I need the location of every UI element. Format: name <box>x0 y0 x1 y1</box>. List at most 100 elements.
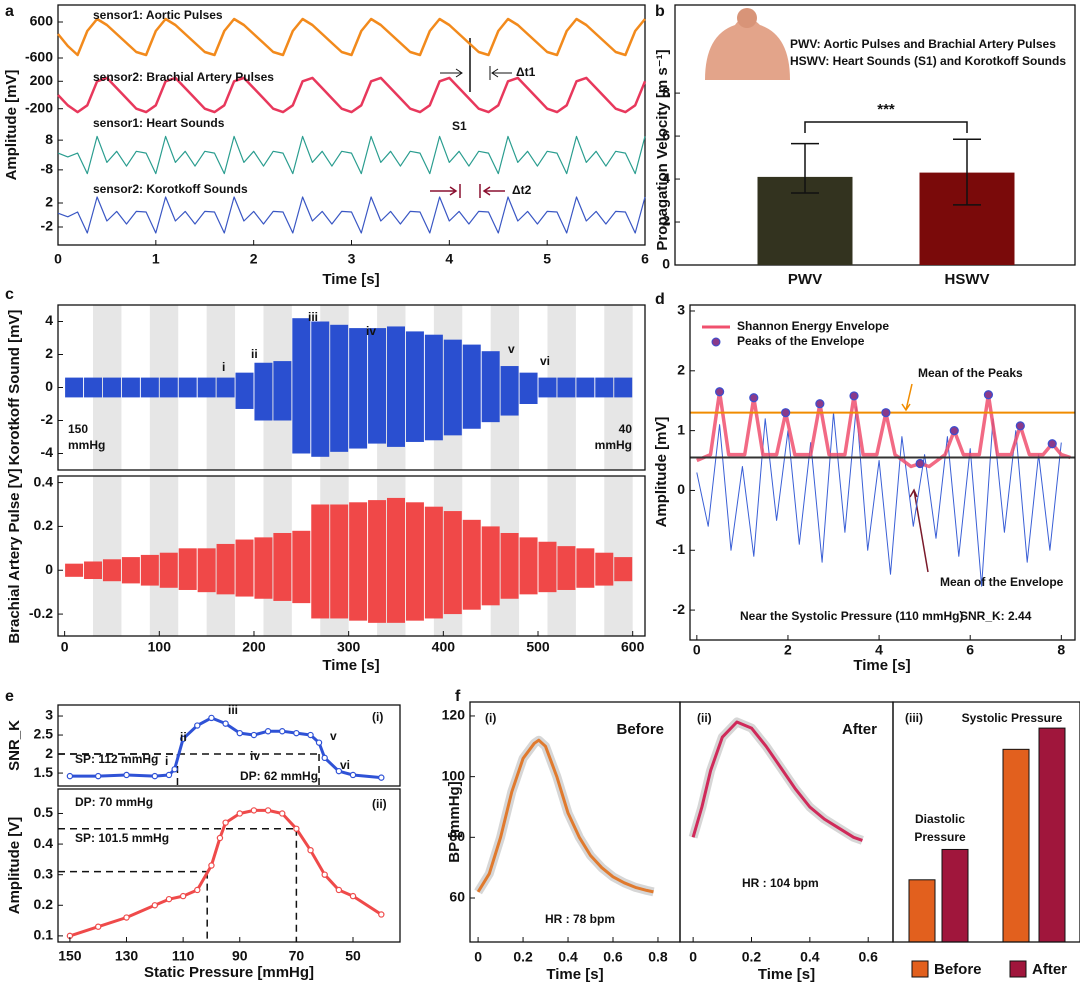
y-tick-label: -0.2 <box>29 605 53 621</box>
error-bar <box>953 138 981 206</box>
annotation: iv <box>366 324 376 338</box>
point <box>349 892 357 900</box>
y-tick-label: 3 <box>45 707 53 723</box>
line <box>69 716 382 780</box>
point <box>236 810 243 817</box>
annotation: HSWV: Heart Sounds (S1) and Korotkoff So… <box>790 54 1066 68</box>
y-axis-label: Propagation Velocity [m s⁻¹] <box>654 49 671 250</box>
x-tick-label: PWV <box>788 271 822 288</box>
signal-block <box>292 530 311 604</box>
legend-label: Peaks of the Envelope <box>737 334 865 348</box>
legend-label: After <box>1032 961 1067 978</box>
waveform-spread <box>688 717 864 845</box>
plot-frame <box>57 788 401 943</box>
signal-block <box>102 377 121 398</box>
annotation: (iii) <box>905 711 923 725</box>
annotation: SP: 112 mmHg <box>75 752 158 766</box>
x-tick-label: 0.4 <box>800 949 820 965</box>
annotation: iii <box>308 310 318 324</box>
point <box>208 862 215 869</box>
point <box>222 819 229 826</box>
y-tick-label: 80 <box>449 828 465 844</box>
signal-block <box>273 532 292 601</box>
signal-block <box>557 377 576 398</box>
legend-label: Shannon Energy Envelope <box>737 319 889 333</box>
x-tick-label: 0.2 <box>742 949 762 965</box>
annotation: S1 <box>452 119 467 133</box>
x-tick-label: 600 <box>621 639 645 655</box>
point <box>378 911 385 918</box>
plot-frame <box>674 4 1076 266</box>
point <box>151 902 159 909</box>
signal-block <box>178 548 197 590</box>
signal-block <box>481 351 500 423</box>
point <box>194 722 201 729</box>
signal-block <box>557 546 576 590</box>
annotation: Mean of the Peaks <box>918 366 1023 380</box>
x-tick-label: 0.6 <box>858 949 878 965</box>
y-tick-label: 2 <box>45 745 53 761</box>
legend-swatch <box>1009 960 1027 978</box>
x-tick-label: 0 <box>474 949 482 965</box>
signal-block <box>84 377 103 398</box>
line <box>57 135 646 175</box>
point <box>95 923 102 930</box>
x-tick-label: 0.6 <box>603 949 623 965</box>
signal-block <box>349 328 368 449</box>
signal-block <box>386 326 405 447</box>
point <box>349 771 357 779</box>
signal-block <box>330 504 349 619</box>
bar <box>1002 748 1030 943</box>
annotation: Mean of the Envelope <box>940 575 1064 589</box>
point <box>315 739 323 746</box>
bar <box>1038 727 1066 943</box>
signal-block <box>595 377 614 398</box>
x-axis-label: Static Pressure [mmHg] <box>144 964 314 981</box>
y-tick-label: -2 <box>41 218 54 234</box>
signal-block <box>292 318 311 454</box>
legend-label: sensor2: Brachial Artery Pulses <box>93 70 274 84</box>
annotation: After <box>842 721 877 738</box>
x-tick-label: HSWV <box>945 271 990 288</box>
x-tick-label: 3 <box>348 251 356 267</box>
signal-block <box>216 377 235 398</box>
y-axis-label: Amplitude [mV] <box>3 70 20 181</box>
bar <box>908 879 936 943</box>
y-tick-label: 2 <box>45 345 53 361</box>
point <box>123 914 130 921</box>
annotation: vi <box>340 758 350 772</box>
y-tick-label: 200 <box>30 72 54 88</box>
x-tick-label: 0.8 <box>648 949 668 965</box>
point <box>151 772 159 780</box>
annotation: iii <box>228 703 238 717</box>
y-tick-label: -600 <box>25 49 53 65</box>
y-axis-label: BP [mmHg] <box>446 781 463 862</box>
signal-block <box>159 377 178 398</box>
point <box>279 728 286 735</box>
line <box>57 76 647 114</box>
x-tick-label: 50 <box>345 948 361 964</box>
signal-block <box>235 372 254 409</box>
annotation: (ii) <box>697 711 712 725</box>
y-tick-label: 1.5 <box>34 764 54 780</box>
y-axis-label: SNR_K <box>6 720 23 771</box>
y-tick-label: 0.1 <box>34 927 54 943</box>
signal-block <box>273 361 292 421</box>
point <box>194 886 201 894</box>
point <box>321 754 328 762</box>
point <box>179 892 187 900</box>
arrow <box>489 66 512 80</box>
annotation: ii <box>251 347 258 361</box>
annotation: HR : 104 bpm <box>742 876 819 890</box>
x-tick-label: 70 <box>289 948 305 964</box>
x-tick-label: 0 <box>61 639 69 655</box>
y-tick-label: 1 <box>677 421 685 437</box>
plot-frame <box>689 304 1076 641</box>
y-tick-label: 0.3 <box>34 865 54 881</box>
y-tick-label: 0.4 <box>34 473 54 489</box>
y-tick-label: 0 <box>45 378 53 394</box>
signal-block <box>121 557 140 584</box>
signal-block <box>519 537 538 595</box>
torso-image <box>705 8 790 80</box>
